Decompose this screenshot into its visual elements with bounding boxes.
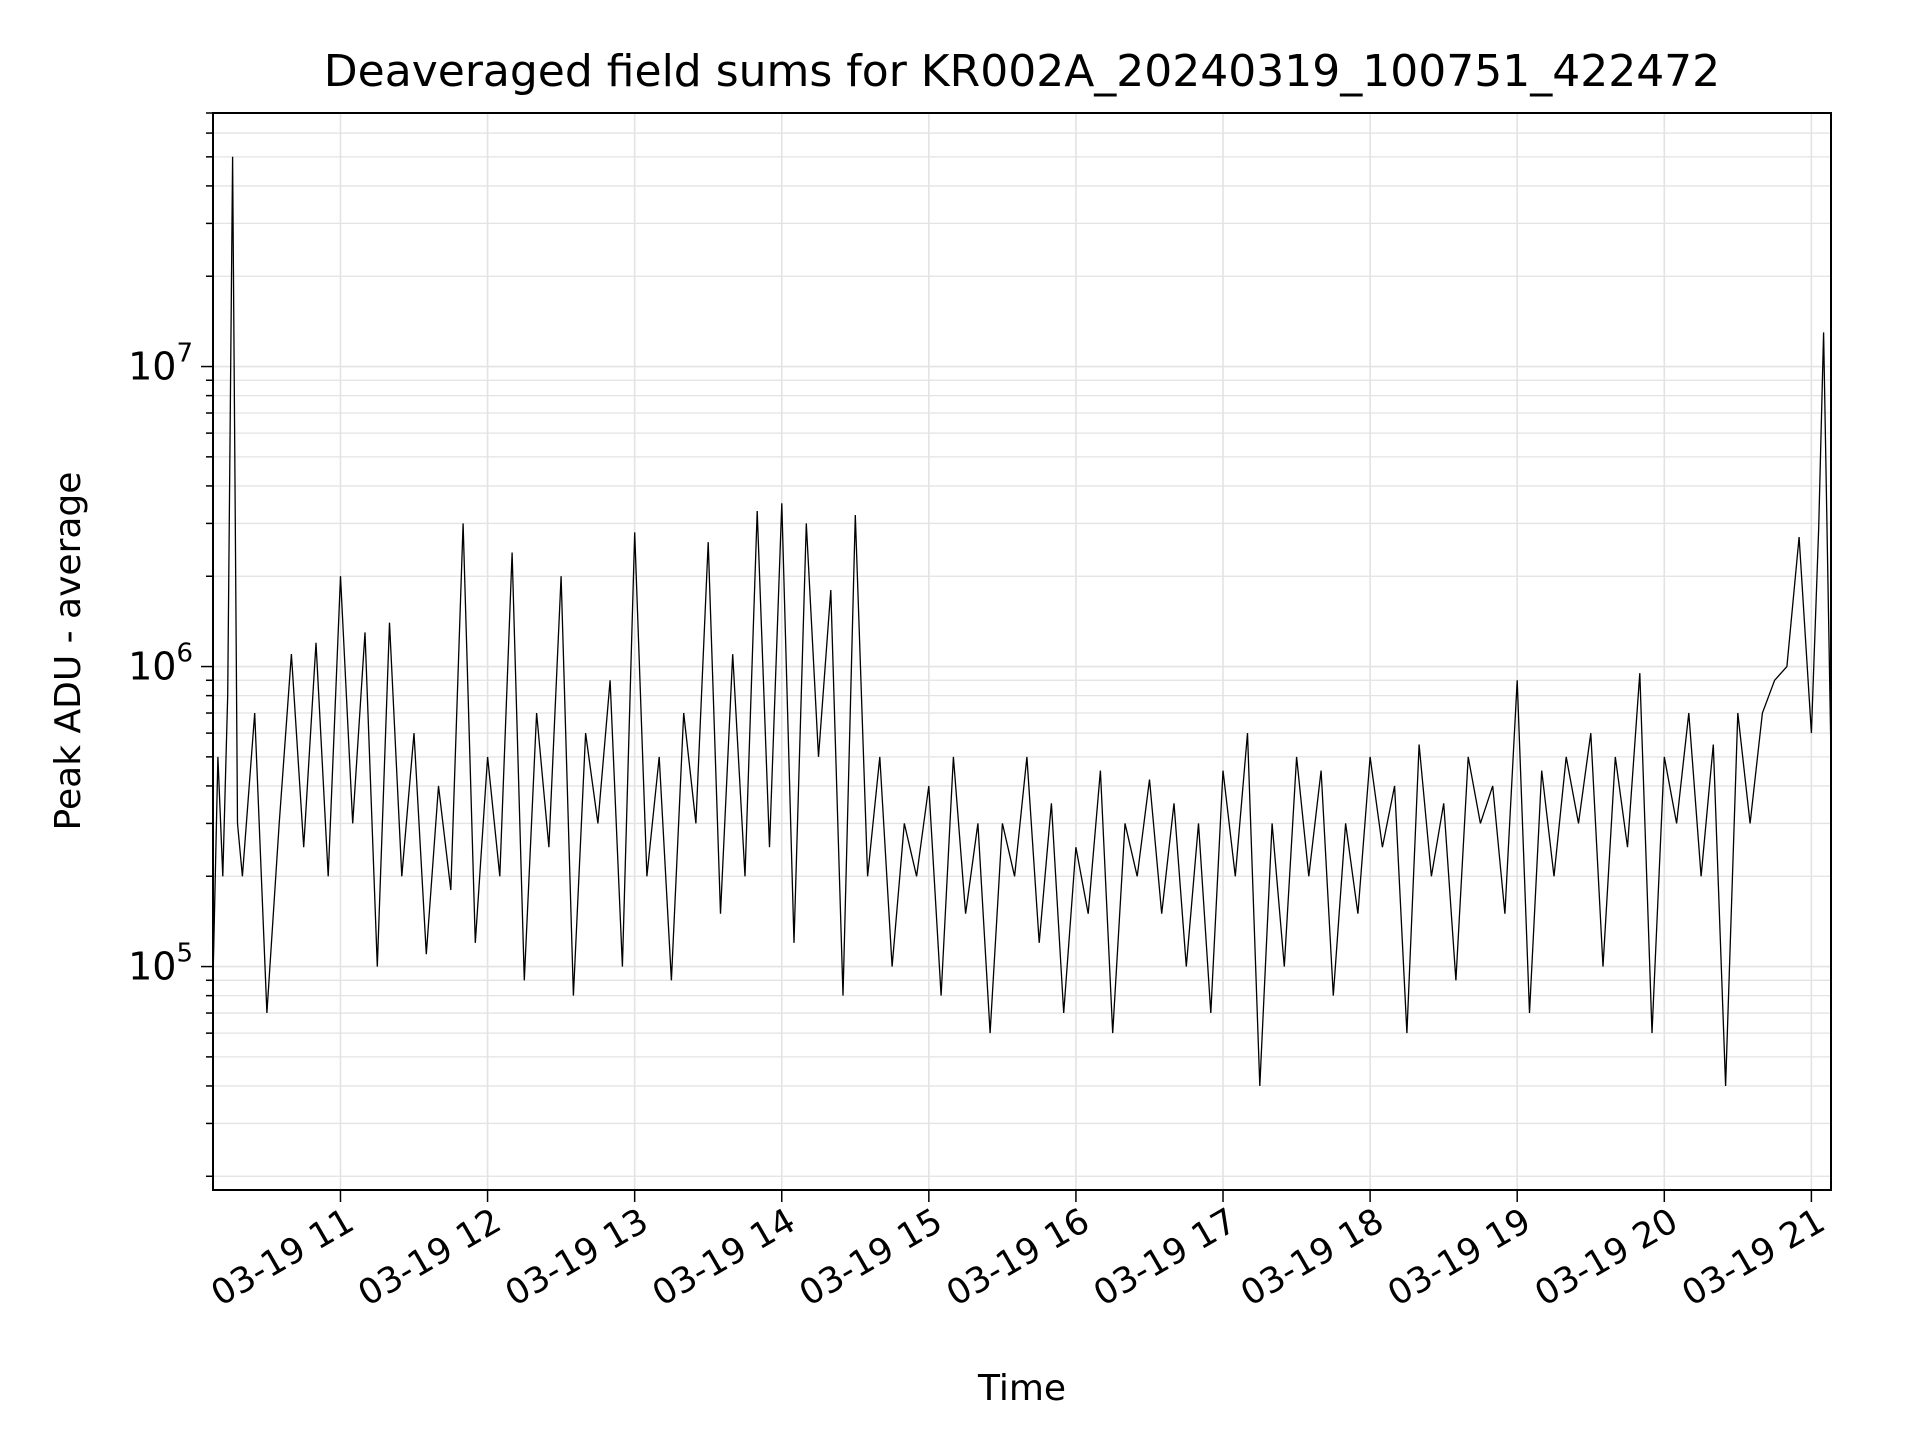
- plot-frame: [212, 112, 1832, 1191]
- chart-title: Deaveraged field sums for KR002A_2024031…: [324, 46, 1720, 97]
- y-tick-exponent: 5: [176, 939, 193, 969]
- y-tick-base: 10: [128, 645, 176, 689]
- y-tick-exponent: 6: [176, 639, 193, 669]
- y-tick-base: 10: [128, 945, 176, 989]
- y-tick-base: 10: [128, 345, 176, 389]
- y-axis-label: Peak ADU - average: [48, 472, 89, 831]
- y-tick-label: 107: [128, 339, 193, 389]
- y-tick-label: 105: [128, 939, 193, 989]
- series-line: [212, 156, 1832, 1087]
- y-tick-exponent: 7: [176, 339, 193, 369]
- x-axis-label: Time: [977, 1368, 1066, 1409]
- grid: [213, 112, 1831, 1190]
- y-tick-label: 106: [128, 639, 193, 689]
